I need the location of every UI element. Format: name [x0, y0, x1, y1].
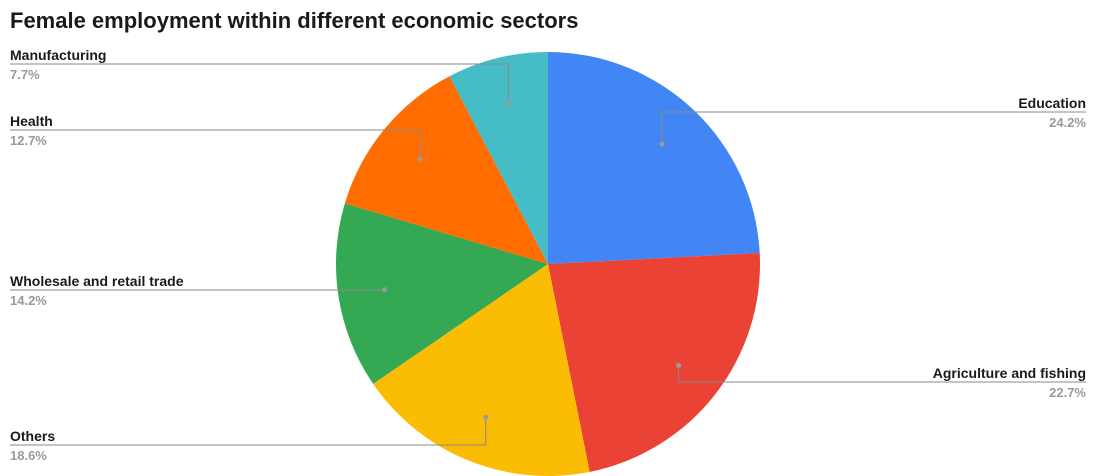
leader-line-agriculture-and-fishing — [678, 365, 1086, 383]
slice-label-wholesale-and-retail-trade: Wholesale and retail trade — [10, 273, 184, 289]
pie-slice-others — [373, 264, 590, 476]
pie-slice-wholesale-and-retail-trade — [336, 203, 548, 384]
slice-value-agriculture-and-fishing: 22.7% — [1049, 385, 1086, 400]
slice-value-education: 24.2% — [1049, 115, 1086, 130]
leader-dot-agriculture-and-fishing — [676, 363, 682, 368]
pie-slice-education — [548, 52, 760, 264]
pie-slice-health — [344, 76, 548, 264]
leader-dot-others — [483, 414, 489, 420]
slice-value-others: 18.6% — [10, 448, 47, 463]
leader-line-health — [10, 129, 421, 159]
slice-label-education: Education — [1018, 95, 1086, 111]
pie-slices — [336, 52, 761, 476]
leader-dot-wholesale-and-retail-trade — [382, 287, 388, 293]
slice-label-health: Health — [10, 113, 53, 129]
leader-line-education — [661, 111, 1086, 145]
pie-slice-manufacturing — [449, 52, 548, 264]
leader-lines — [10, 63, 1086, 446]
pie-slice-agriculture-and-fishing — [548, 253, 761, 472]
chart-title: Female employment within different econo… — [10, 8, 579, 33]
leader-dot-manufacturing — [505, 100, 511, 106]
slice-label-agriculture-and-fishing: Agriculture and fishing — [933, 365, 1086, 381]
leader-line-manufacturing — [10, 63, 509, 104]
slice-value-health: 12.7% — [10, 133, 47, 148]
slice-label-manufacturing: Manufacturing — [10, 47, 106, 63]
leader-line-others — [10, 417, 487, 446]
slice-value-wholesale-and-retail-trade: 14.2% — [10, 293, 47, 308]
leader-dot-education — [659, 141, 665, 147]
slice-labels: Education 24.2% Agriculture and fishing 22.… — [10, 47, 1086, 463]
slice-value-manufacturing: 7.7% — [10, 67, 40, 82]
leader-dot-health — [417, 156, 423, 162]
slice-label-others: Others — [10, 428, 55, 444]
